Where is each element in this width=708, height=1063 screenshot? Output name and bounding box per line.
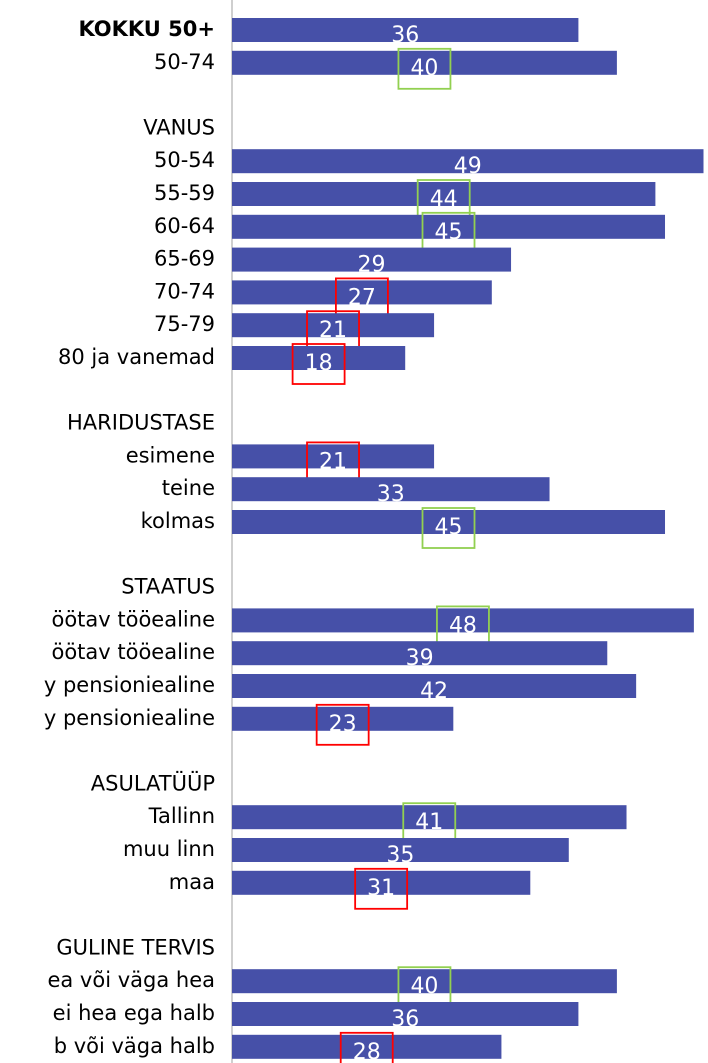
bar (232, 641, 608, 666)
category-label: esimene (126, 443, 215, 467)
category-label: 65-69 (154, 247, 215, 271)
bar (232, 214, 666, 239)
category-label: b või väga halb (54, 1034, 215, 1058)
category-label: KOKKU 50+ (78, 17, 215, 41)
bar (232, 444, 435, 469)
bar (232, 674, 637, 698)
category-label: STAATUS (121, 575, 215, 599)
bar (232, 182, 656, 206)
category-label: y pensioniealine (44, 673, 215, 697)
value-label: 21 (319, 318, 347, 343)
value-label: 27 (348, 285, 376, 310)
bar (232, 838, 569, 862)
category-label: kolmas (141, 509, 215, 533)
value-label: 40 (410, 974, 438, 999)
value-label: 36 (391, 23, 419, 48)
highlight-box (354, 867, 409, 910)
bar (232, 477, 550, 502)
value-label: 45 (435, 220, 463, 245)
bar (232, 706, 454, 731)
highlight-box (397, 47, 452, 90)
bar (232, 18, 579, 42)
bar (232, 346, 406, 370)
value-label: 23 (329, 712, 357, 737)
category-label: 55-59 (154, 181, 215, 205)
bar (232, 149, 704, 174)
value-label: 45 (435, 515, 463, 540)
value-label: 49 (454, 154, 482, 179)
value-label: 40 (410, 56, 438, 81)
value-label: 28 (353, 1040, 381, 1063)
value-label: 18 (305, 351, 333, 376)
category-label: ASULATÜÜP (91, 770, 215, 795)
value-label: 29 (358, 253, 386, 278)
category-label: 50-74 (154, 50, 215, 74)
category-label: muu linn (123, 837, 215, 861)
highlight-box (421, 507, 476, 549)
bar (232, 1034, 502, 1059)
category-label: 50-54 (154, 148, 215, 172)
category-label: 75-79 (154, 312, 215, 336)
bar (232, 280, 492, 305)
category-label: y pensioniealine (44, 706, 215, 730)
category-label: ea või väga hea (47, 968, 215, 992)
highlight-box (339, 1031, 394, 1063)
value-label: 36 (391, 1007, 419, 1032)
category-label: HARIDUSTASE (67, 411, 215, 435)
value-label: 31 (367, 876, 395, 901)
category-label: teine (162, 476, 215, 500)
bar (232, 50, 617, 75)
value-label: 39 (406, 646, 434, 671)
bar (232, 247, 512, 272)
value-label: 48 (449, 613, 477, 638)
category-label: maa (169, 870, 215, 894)
value-label: 35 (386, 843, 414, 868)
bar (232, 969, 617, 994)
value-label: 33 (377, 482, 405, 507)
value-label: 44 (430, 187, 458, 212)
bar (232, 608, 694, 633)
value-label: 21 (319, 449, 347, 474)
highlight-box (291, 343, 346, 385)
category-label: öötav tööealine (51, 607, 215, 631)
category-label: GULINE TERVIS (56, 935, 215, 959)
bar (232, 805, 627, 830)
bar (232, 870, 531, 895)
category-label: öötav tööealine (51, 640, 215, 664)
category-label: ei hea ega halb (53, 1001, 215, 1025)
highlight-box (315, 703, 370, 746)
bar (232, 313, 435, 338)
category-label: VANUS (143, 115, 215, 139)
category-label: 70-74 (154, 279, 215, 303)
category-label: 60-64 (154, 214, 215, 238)
value-label: 41 (415, 810, 443, 835)
bar (232, 1002, 579, 1026)
category-label: Tallinn (148, 804, 215, 828)
category-label: 80 ja vanemad (58, 345, 215, 369)
value-label: 42 (420, 679, 448, 704)
bar (232, 510, 666, 534)
